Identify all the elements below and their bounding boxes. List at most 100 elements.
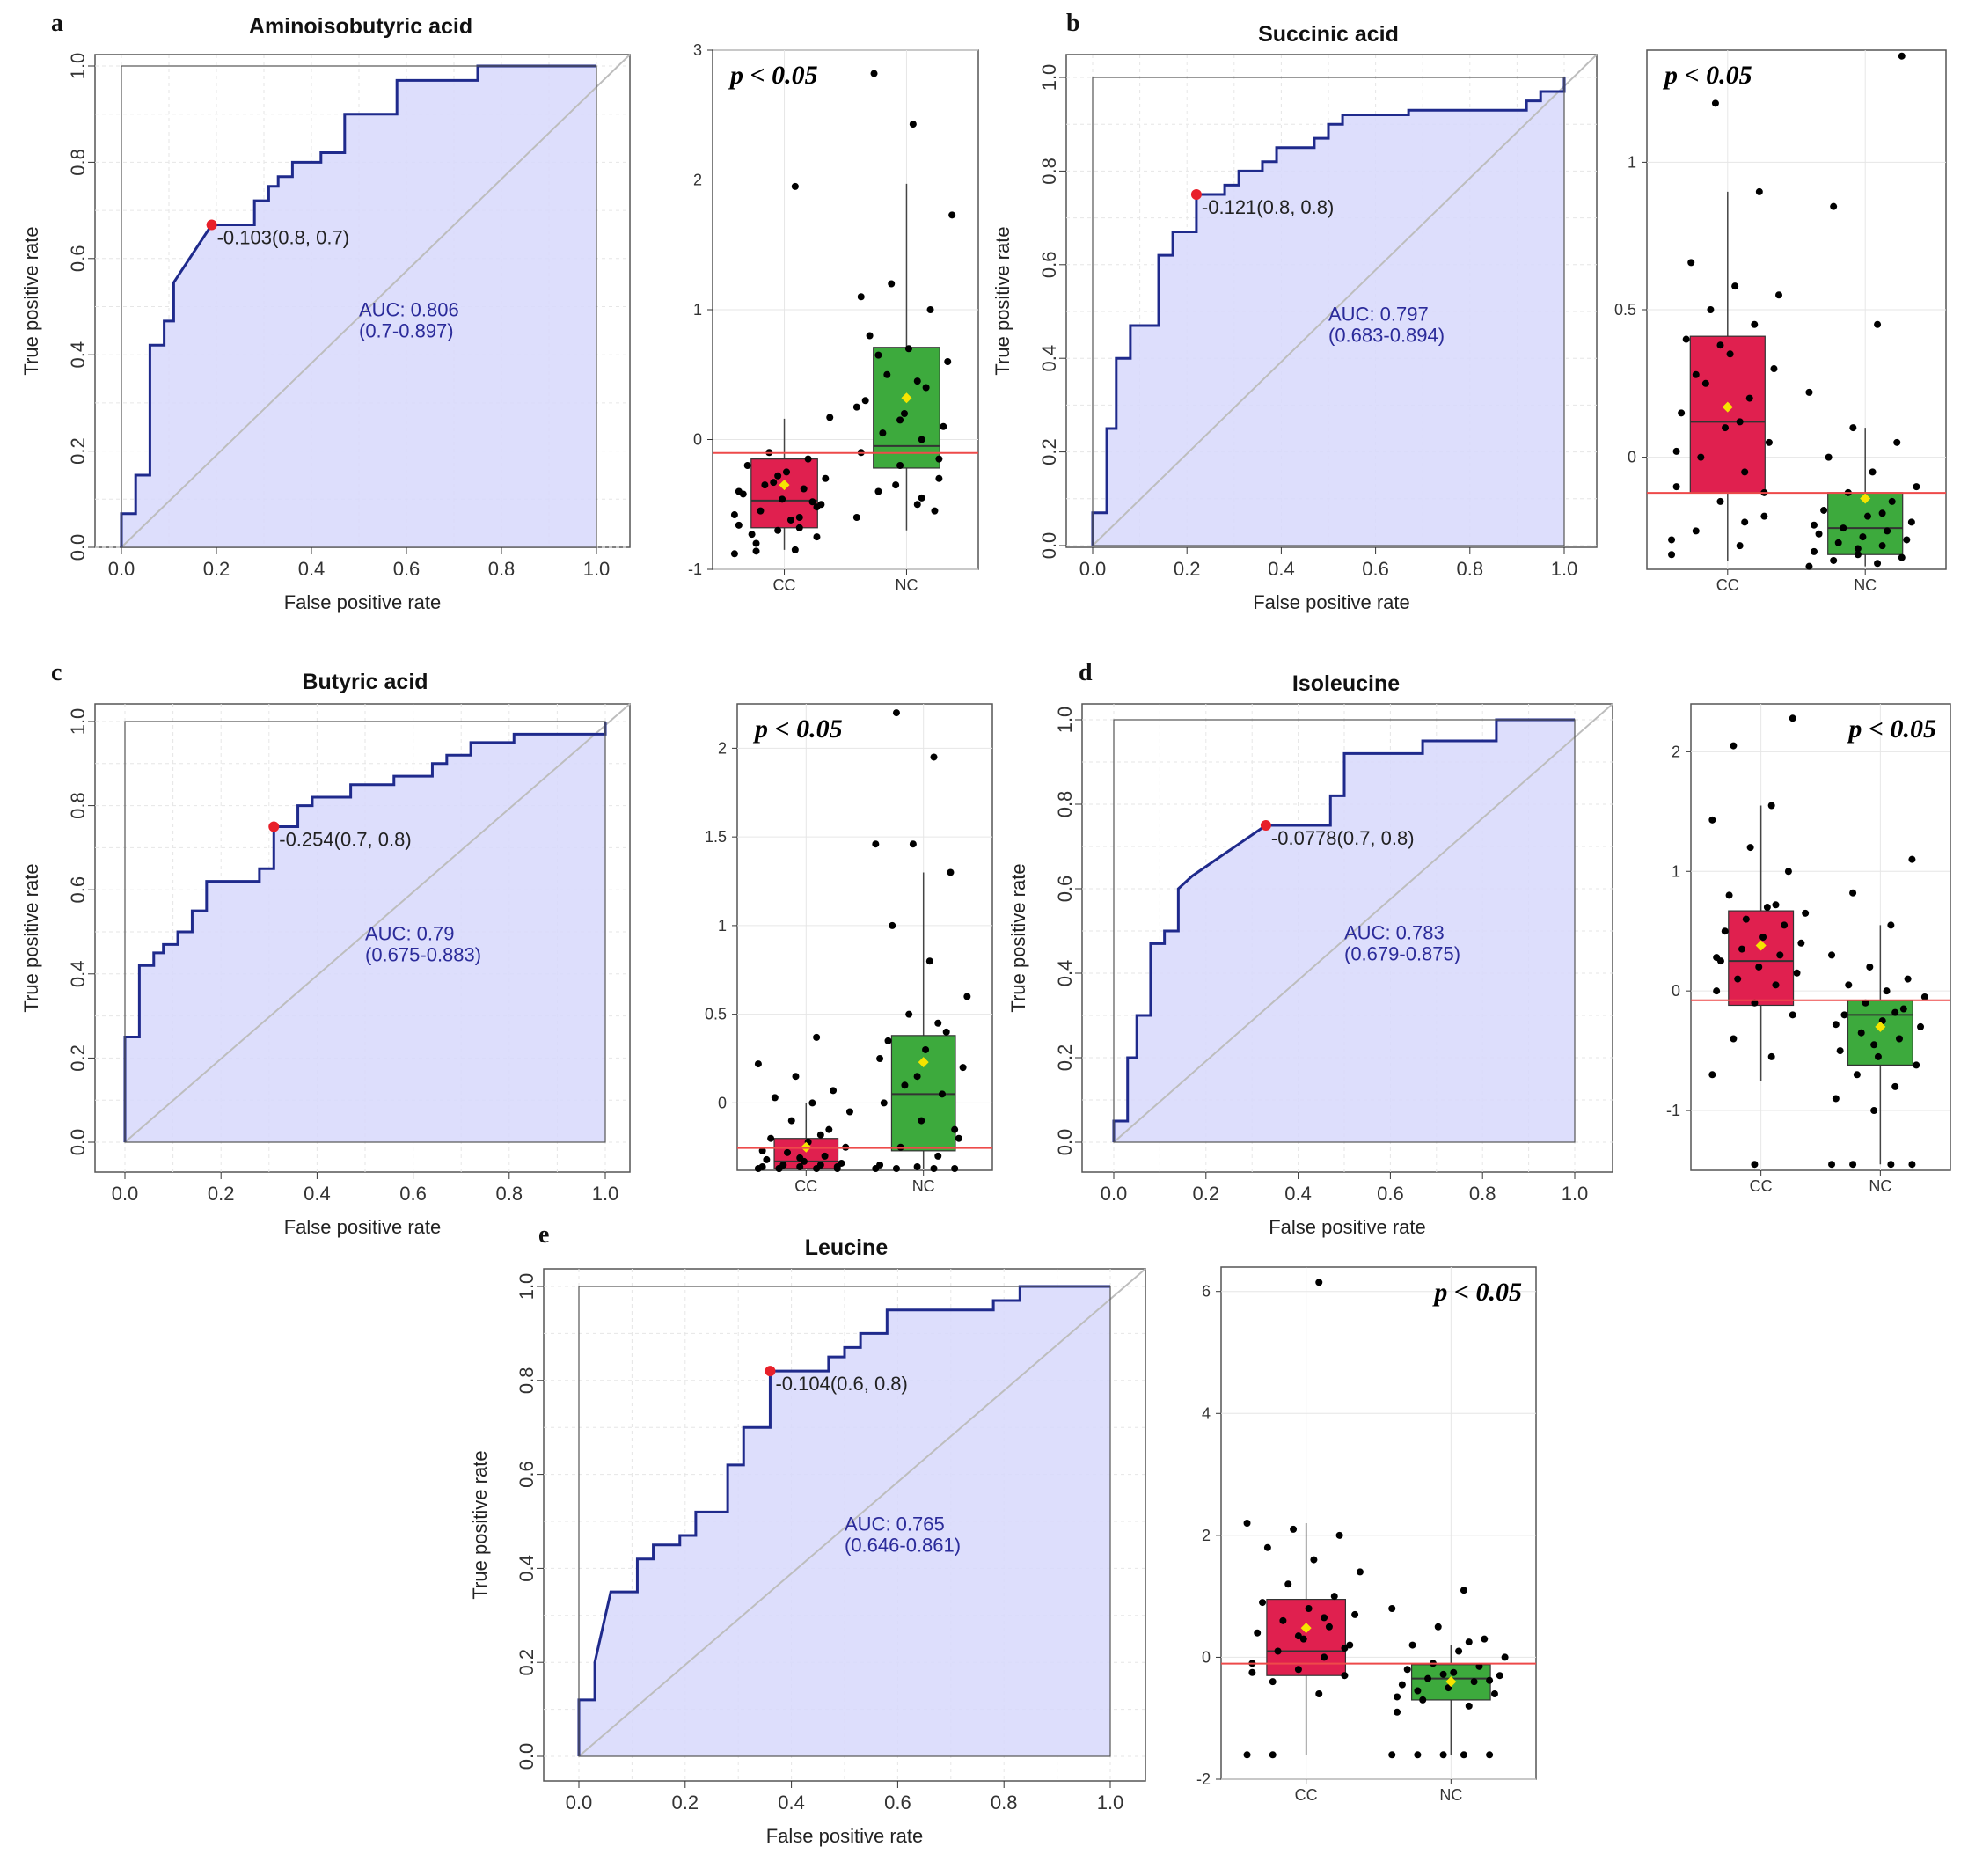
box-point	[771, 1094, 779, 1102]
box-point	[1708, 1071, 1716, 1079]
roc-ytick-label: 0.6	[516, 1461, 538, 1488]
box-point	[795, 514, 803, 521]
box-point	[1863, 512, 1871, 520]
box-point	[1496, 1672, 1503, 1680]
box-point	[1707, 306, 1715, 313]
box-ytick-label: 4	[1202, 1404, 1211, 1422]
roc-xtick-label: 0.8	[1457, 558, 1484, 580]
roc-xlabel: False positive rate	[766, 1825, 924, 1847]
box-point	[1810, 547, 1818, 555]
panel-label: e	[538, 1221, 549, 1249]
roc-ytick-label: 0.4	[67, 961, 89, 988]
box-point	[1305, 1605, 1313, 1612]
box-ytick-label: 1	[693, 301, 702, 319]
box-point	[1470, 1678, 1478, 1686]
box-point	[1913, 483, 1920, 491]
roc-ytick-label: 0.2	[67, 1044, 89, 1072]
box-point	[922, 384, 930, 392]
box-point	[813, 503, 821, 511]
box-point	[944, 358, 952, 365]
roc-ytick-label: 0.4	[516, 1555, 538, 1582]
box-point	[1891, 1082, 1899, 1090]
roc-xtick-label: 0.8	[488, 558, 516, 580]
roc-cutoff-label: -0.103(0.8, 0.7)	[217, 227, 349, 249]
roc-xtick-label: 0.0	[1101, 1183, 1128, 1205]
box-point	[1832, 1021, 1840, 1029]
box-point	[735, 521, 743, 529]
box-point	[1805, 388, 1813, 396]
box-point	[730, 550, 738, 558]
roc-xtick-label: 1.0	[1562, 1183, 1589, 1205]
box-ytick-label: 1	[718, 917, 727, 934]
box-ytick-label: 2	[718, 739, 727, 757]
box-point	[1730, 1035, 1738, 1043]
roc-auc-area	[579, 1286, 1110, 1756]
box-point	[922, 1045, 930, 1053]
box-point	[1917, 1022, 1925, 1030]
box-point	[1439, 1670, 1447, 1678]
box-point	[1672, 447, 1680, 455]
box-point	[861, 397, 869, 405]
box-point	[930, 753, 938, 761]
box-point	[1763, 904, 1771, 912]
box-point	[1460, 1751, 1467, 1759]
box-point	[1269, 1751, 1277, 1759]
box-point	[1849, 1161, 1857, 1169]
box-point	[1388, 1751, 1396, 1759]
box-point	[1793, 969, 1801, 977]
roc-plot-border	[1113, 719, 1576, 1143]
roc-curve	[120, 64, 596, 547]
roc-ytick-label: 0.6	[1054, 876, 1076, 903]
box-point	[1341, 1672, 1349, 1680]
roc-ytick-label: 0.8	[67, 792, 89, 819]
box-point	[1294, 1666, 1302, 1674]
roc-xtick-label: 0.4	[778, 1792, 805, 1814]
roc-xtick-label: 0.0	[1079, 558, 1107, 580]
roc-curve	[577, 1285, 1110, 1756]
box-point	[787, 1117, 795, 1125]
box-point	[1888, 497, 1896, 505]
box-point	[1775, 291, 1783, 299]
box-group-label: NC	[895, 576, 918, 594]
roc-ytick-label: 0.8	[1038, 158, 1060, 185]
box-point	[1840, 1011, 1848, 1019]
box-point	[1767, 802, 1775, 810]
box-point	[808, 1099, 816, 1107]
box-nc	[890, 1035, 956, 1152]
box-group-label: CC	[773, 576, 796, 594]
box-point	[892, 709, 900, 717]
roc-ytick-label: 0.0	[67, 534, 89, 561]
box-point	[1834, 539, 1842, 546]
box-cc	[1689, 335, 1766, 494]
box-point	[1730, 742, 1738, 750]
roc-xtick-label: 0.6	[1377, 1183, 1404, 1205]
box-point	[948, 211, 956, 219]
panel-label: b	[1066, 10, 1080, 37]
box-p-value: p < 0.05	[1846, 714, 1936, 744]
box-ytick-label: 2	[1202, 1527, 1211, 1544]
box-point	[1825, 453, 1833, 461]
box-point	[1501, 1653, 1509, 1661]
box-point	[930, 1164, 938, 1172]
box-mean-marker	[1755, 940, 1767, 951]
roc-xtick-label: 1.0	[1551, 558, 1578, 580]
box-point	[833, 1162, 841, 1170]
box-point	[1898, 553, 1906, 561]
roc-auc-label: AUC: 0.765	[845, 1513, 945, 1535]
box-ytick-label: 1.5	[705, 828, 727, 846]
box-point	[880, 1099, 888, 1107]
box-point	[959, 1064, 967, 1072]
roc-diagonal	[578, 1268, 1146, 1757]
box-point	[1321, 1614, 1328, 1622]
box-point	[866, 332, 874, 340]
roc-cutoff-point	[268, 821, 280, 832]
box-point	[1408, 1641, 1416, 1649]
roc-xtick-label: 0.8	[991, 1792, 1018, 1814]
box-point	[1299, 1635, 1307, 1643]
box-point	[1736, 542, 1744, 550]
box-p-value: p < 0.05	[1431, 1278, 1522, 1307]
box-point	[1862, 999, 1869, 1007]
box-point	[774, 526, 782, 534]
roc-diagonal	[1113, 703, 1613, 1143]
box-point	[1820, 506, 1828, 514]
